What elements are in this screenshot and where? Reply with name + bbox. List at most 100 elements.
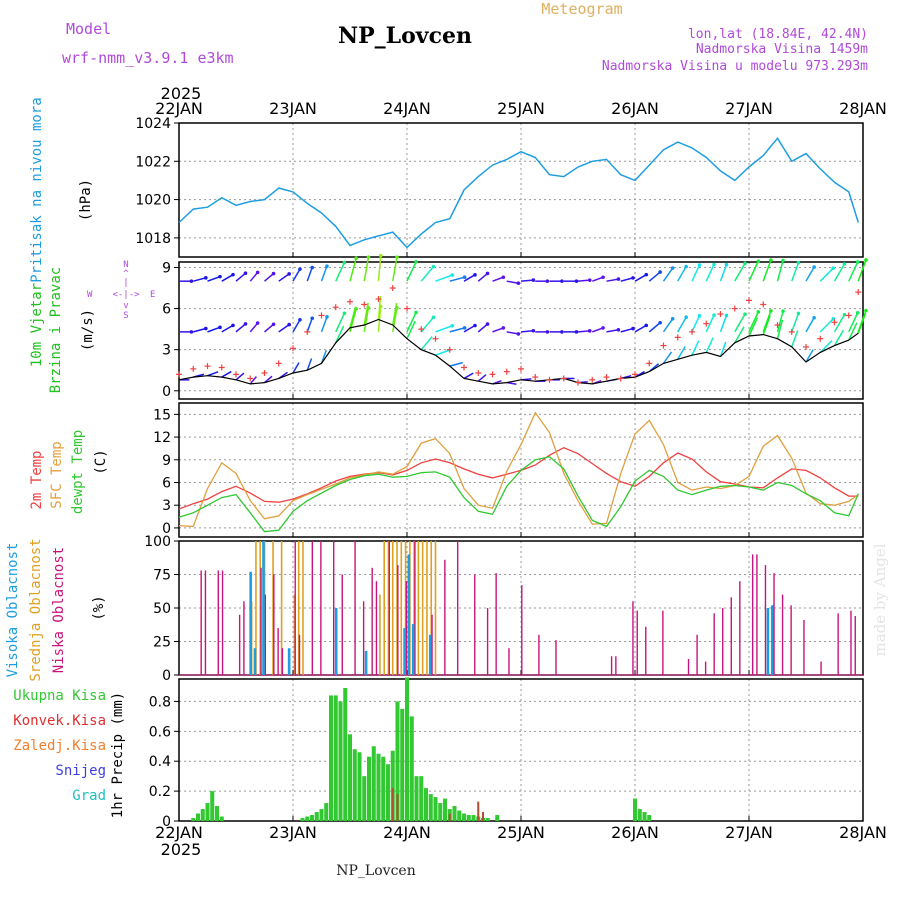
wind-arrow-row2-head	[473, 323, 477, 328]
y-tick-label: 6	[162, 475, 171, 491]
precip-total-bar	[309, 815, 315, 821]
wind-arrow-row2	[449, 327, 465, 333]
wind-legend-w: W	[87, 290, 93, 300]
y-tick-label: 1022	[135, 154, 171, 170]
wind-arrow-row1	[691, 264, 701, 282]
cloud-ylabel: (%)	[91, 595, 107, 620]
cloud-low-bar	[388, 541, 390, 675]
wind-arrow-row2	[278, 323, 290, 333]
station-title: NP_Lovcen	[338, 23, 472, 49]
y-tick-label: 3	[162, 343, 171, 359]
y-tick-label: 0.8	[149, 694, 171, 710]
wind-arrow-series	[762, 315, 771, 335]
precip-total-bar	[409, 716, 414, 821]
wind-arrow-row1	[492, 276, 504, 282]
precip-title4: Snijeg	[55, 763, 106, 779]
wind-arrow-row1-head	[473, 273, 477, 277]
precip-total-bar	[414, 776, 419, 821]
wind-legend-s: S	[123, 311, 128, 321]
precip-total-bar	[362, 776, 367, 821]
cloud-low-bar	[790, 605, 792, 675]
y-tick-label: 0	[162, 521, 171, 537]
wind-arrow-row2	[677, 316, 687, 333]
bottom-date-label: 24JAN	[383, 823, 431, 842]
bottom-date-label: 25JAN	[497, 823, 545, 842]
cloud-low-bar	[431, 614, 433, 675]
cloud-high-bar	[403, 628, 406, 675]
altitude: Nadmorska Visina 1459m	[696, 42, 868, 57]
wind-arrow-row1	[264, 273, 275, 282]
wind-arrow-row1-head	[271, 271, 276, 276]
cloud-title3: Niska Oblacnost	[51, 547, 67, 673]
wind-arrow-series	[306, 358, 313, 371]
cloud-low-bar	[405, 581, 408, 675]
precip-total-bar	[314, 812, 319, 821]
wind-arrow-series	[249, 376, 257, 385]
wind-arrow-row2-head	[842, 312, 847, 317]
bottom-date-label: 23JAN	[269, 823, 317, 842]
cloud-low-bar	[764, 565, 767, 675]
top-date-label: 24JAN	[383, 99, 431, 118]
wind-arrow-row1-head	[395, 255, 399, 259]
wind-arrow-row1	[377, 255, 382, 282]
temp-ylabel: (C)	[93, 449, 109, 474]
wind-arrow-row2	[791, 313, 800, 333]
y-tick-label: 0	[162, 384, 171, 400]
wind-arrow-row2-head	[756, 310, 761, 314]
wind-arrow-row1	[791, 262, 800, 282]
wind-arrow-row2-head	[298, 318, 302, 322]
cloud-low-bar	[277, 628, 279, 675]
cloud-high-bar	[770, 605, 774, 675]
wind-arrow-row1-head	[310, 265, 315, 270]
wind-arrow-series	[449, 361, 463, 367]
wind-arrow-row2	[249, 322, 259, 333]
cloud-low-bar	[854, 616, 856, 675]
wind-arrow-row1-head	[712, 262, 716, 267]
cloud-high-bar	[411, 624, 415, 675]
wind-arrow-row2-head	[414, 310, 418, 315]
cloud-mid-bar	[293, 594, 296, 675]
cloud-high-bar	[249, 571, 252, 675]
y-tick-label: 0.2	[149, 784, 171, 800]
wind-arrow-row1-head	[298, 267, 302, 271]
wind-arrow-row1	[335, 262, 346, 282]
wind-arrow-row1-head	[462, 275, 467, 279]
wind-arrow-row1-head	[670, 266, 675, 270]
cloud-mid-bar	[434, 541, 437, 675]
wind-arrow-row1-head	[342, 260, 347, 265]
wind-arrow-row2	[606, 329, 619, 333]
wind-arrow-row1-head	[189, 279, 194, 283]
precip-total-bar	[214, 806, 220, 821]
cloud-low-bar	[704, 661, 707, 675]
top-date-label: 25JAN	[497, 99, 545, 118]
precip-total-bar	[343, 687, 348, 821]
cloud-low-bar	[508, 648, 510, 675]
cloud-mid-bar	[387, 541, 390, 675]
wind-arrow-row1-head	[366, 255, 371, 259]
wind-arrow-row2-head	[684, 315, 688, 320]
wind-arrow-row2	[634, 324, 647, 333]
wind-arrow-row2	[577, 330, 590, 333]
wind-arrow-series	[719, 341, 727, 357]
wind-arrow-row2	[392, 307, 398, 333]
cloud-high-bar	[287, 648, 291, 675]
cloud-low-bar	[756, 554, 758, 675]
wind-arrow-row1-head	[601, 275, 605, 280]
wind-arrow-row1	[506, 280, 519, 284]
watermark: made by Angel	[871, 543, 889, 656]
precip-total-bar	[385, 764, 391, 821]
wind-arrow-series	[363, 302, 369, 326]
cloud-low-bar	[730, 597, 732, 675]
cloud-high-bar	[334, 608, 338, 675]
wind-arrow-row1-head	[855, 260, 860, 264]
cloud-low-bar	[260, 567, 262, 675]
wind-arrow-series	[392, 302, 398, 326]
cloud-mid-bar	[413, 541, 415, 675]
wind-arrow-row2	[620, 327, 634, 333]
precip-total-bar	[195, 813, 201, 821]
wind-arrow-row1	[606, 278, 619, 282]
precip-total-bar	[200, 809, 205, 821]
wind-arrow-row2-head	[204, 326, 208, 331]
cloud-mid-bar	[404, 541, 407, 675]
wind-arrow-row2-head	[712, 313, 716, 317]
